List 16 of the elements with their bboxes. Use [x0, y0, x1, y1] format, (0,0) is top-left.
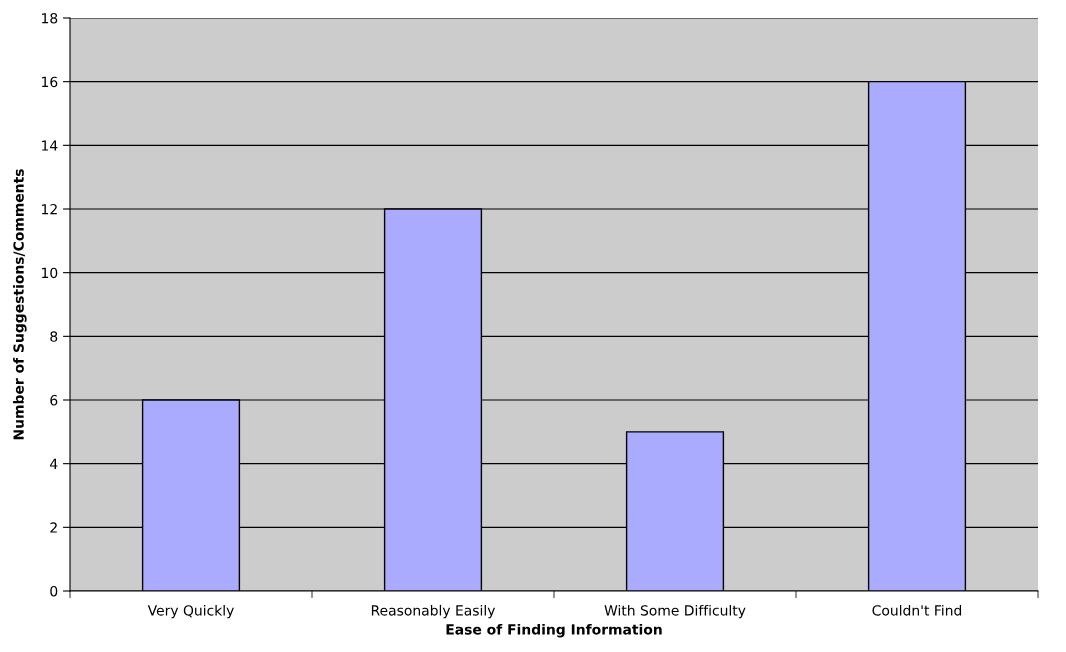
- y-tick-label: 6: [50, 394, 58, 406]
- y-tick-label: 8: [50, 331, 58, 342]
- y-axis-title: Number of Suggestions/Comments: [13, 169, 27, 440]
- y-tick-label: 2: [50, 522, 57, 533]
- y-tick-label: 4: [50, 458, 58, 469]
- y-tick-label: 16: [42, 76, 58, 88]
- y-tick-label: 18: [42, 12, 58, 24]
- x-tick-label: Reasonably Easily: [371, 604, 496, 619]
- x-tick-label: Very Quickly: [147, 604, 234, 619]
- y-tick-label: 10: [42, 267, 58, 279]
- x-tick-label: Couldn't Find: [872, 604, 962, 616]
- y-tick-label: 0: [50, 585, 58, 597]
- y-tick-label: 14: [42, 140, 58, 151]
- y-tick-label: 12: [42, 203, 57, 215]
- x-tick-label: With Some Difficulty: [604, 604, 746, 619]
- x-axis-title: Ease of Finding Information: [446, 623, 662, 638]
